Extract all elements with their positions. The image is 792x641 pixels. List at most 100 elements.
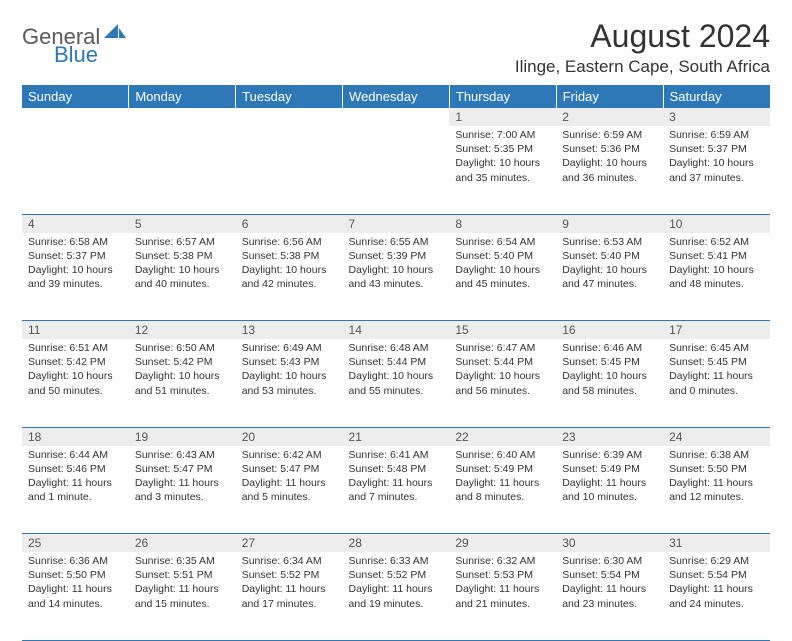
sunrise-text: Sunrise: 6:41 AM [349,448,444,462]
day-content-row: Sunrise: 6:44 AMSunset: 5:46 PMDaylight:… [22,446,770,534]
day-content-row: Sunrise: 6:36 AMSunset: 5:50 PMDaylight:… [22,552,770,640]
day-number: 24 [663,427,770,446]
sunset-text: Sunset: 5:39 PM [349,249,444,263]
month-title: August 2024 [515,18,770,55]
day-header: Wednesday [343,85,450,108]
sunset-text: Sunset: 5:42 PM [28,355,123,369]
day-cell: Sunrise: 6:42 AMSunset: 5:47 PMDaylight:… [236,446,343,534]
daylight-text: Daylight: 11 hours and 14 minutes. [28,582,123,610]
day-cell: Sunrise: 6:34 AMSunset: 5:52 PMDaylight:… [236,552,343,640]
day-cell: Sunrise: 6:51 AMSunset: 5:42 PMDaylight:… [22,339,129,427]
sunrise-text: Sunrise: 6:40 AM [455,448,550,462]
day-number: 9 [556,214,663,233]
sunrise-text: Sunrise: 6:35 AM [135,554,230,568]
day-number: 12 [129,321,236,340]
sunrise-text: Sunrise: 6:49 AM [242,341,337,355]
day-number: 28 [343,534,450,553]
sunset-text: Sunset: 5:44 PM [349,355,444,369]
day-number [343,108,450,126]
daylight-text: Daylight: 11 hours and 12 minutes. [669,476,764,504]
day-cell [129,126,236,214]
day-header: Saturday [663,85,770,108]
daylight-text: Daylight: 10 hours and 39 minutes. [28,263,123,291]
sunrise-text: Sunrise: 6:32 AM [455,554,550,568]
sunset-text: Sunset: 5:50 PM [28,568,123,582]
day-cell [22,126,129,214]
daylight-text: Daylight: 11 hours and 1 minute. [28,476,123,504]
day-number: 4 [22,214,129,233]
sunset-text: Sunset: 5:53 PM [455,568,550,582]
day-number-row: 11121314151617 [22,321,770,340]
daylight-text: Daylight: 10 hours and 37 minutes. [669,156,764,184]
day-number-row: 25262728293031 [22,534,770,553]
day-number-row: 45678910 [22,214,770,233]
day-number: 2 [556,108,663,126]
sunrise-text: Sunrise: 6:45 AM [669,341,764,355]
day-cell: Sunrise: 6:46 AMSunset: 5:45 PMDaylight:… [556,339,663,427]
day-cell: Sunrise: 6:49 AMSunset: 5:43 PMDaylight:… [236,339,343,427]
sunrise-text: Sunrise: 6:52 AM [669,235,764,249]
daylight-text: Daylight: 11 hours and 3 minutes. [135,476,230,504]
daylight-text: Daylight: 10 hours and 47 minutes. [562,263,657,291]
day-cell: Sunrise: 6:57 AMSunset: 5:38 PMDaylight:… [129,233,236,321]
daylight-text: Daylight: 10 hours and 35 minutes. [455,156,550,184]
daylight-text: Daylight: 10 hours and 45 minutes. [455,263,550,291]
sunrise-text: Sunrise: 6:29 AM [669,554,764,568]
sunset-text: Sunset: 5:48 PM [349,462,444,476]
daylight-text: Daylight: 11 hours and 10 minutes. [562,476,657,504]
day-cell: Sunrise: 6:39 AMSunset: 5:49 PMDaylight:… [556,446,663,534]
day-number: 5 [129,214,236,233]
sunset-text: Sunset: 5:37 PM [669,142,764,156]
day-number: 8 [449,214,556,233]
day-number: 20 [236,427,343,446]
day-number: 25 [22,534,129,553]
sunset-text: Sunset: 5:45 PM [669,355,764,369]
day-number: 6 [236,214,343,233]
location: Ilinge, Eastern Cape, South Africa [515,57,770,77]
daylight-text: Daylight: 11 hours and 5 minutes. [242,476,337,504]
logo-text-blue: Blue [54,42,98,68]
sunset-text: Sunset: 5:47 PM [135,462,230,476]
day-cell: Sunrise: 6:59 AMSunset: 5:37 PMDaylight:… [663,126,770,214]
day-cell: Sunrise: 6:50 AMSunset: 5:42 PMDaylight:… [129,339,236,427]
day-number: 14 [343,321,450,340]
daylight-text: Daylight: 10 hours and 50 minutes. [28,369,123,397]
sunset-text: Sunset: 5:46 PM [28,462,123,476]
day-number: 29 [449,534,556,553]
daylight-text: Daylight: 10 hours and 36 minutes. [562,156,657,184]
daylight-text: Daylight: 10 hours and 43 minutes. [349,263,444,291]
day-number: 23 [556,427,663,446]
header: General Blue August 2024 Ilinge, Eastern… [22,18,770,77]
sunrise-text: Sunrise: 6:54 AM [455,235,550,249]
day-content-row: Sunrise: 6:58 AMSunset: 5:37 PMDaylight:… [22,233,770,321]
day-cell: Sunrise: 6:41 AMSunset: 5:48 PMDaylight:… [343,446,450,534]
sunset-text: Sunset: 5:52 PM [349,568,444,582]
sunrise-text: Sunrise: 7:00 AM [455,128,550,142]
day-cell [236,126,343,214]
day-number [22,108,129,126]
sunset-text: Sunset: 5:52 PM [242,568,337,582]
day-cell: Sunrise: 6:33 AMSunset: 5:52 PMDaylight:… [343,552,450,640]
sunrise-text: Sunrise: 6:59 AM [669,128,764,142]
sunrise-text: Sunrise: 6:39 AM [562,448,657,462]
day-number: 19 [129,427,236,446]
sunset-text: Sunset: 5:54 PM [562,568,657,582]
sunset-text: Sunset: 5:49 PM [455,462,550,476]
sunrise-text: Sunrise: 6:57 AM [135,235,230,249]
day-cell: Sunrise: 7:00 AMSunset: 5:35 PMDaylight:… [449,126,556,214]
day-number: 27 [236,534,343,553]
day-number [129,108,236,126]
sunrise-text: Sunrise: 6:53 AM [562,235,657,249]
logo: General Blue [22,24,126,50]
daylight-text: Daylight: 11 hours and 7 minutes. [349,476,444,504]
sunset-text: Sunset: 5:35 PM [455,142,550,156]
day-number: 31 [663,534,770,553]
daylight-text: Daylight: 10 hours and 58 minutes. [562,369,657,397]
sunset-text: Sunset: 5:45 PM [562,355,657,369]
daylight-text: Daylight: 10 hours and 48 minutes. [669,263,764,291]
daylight-text: Daylight: 11 hours and 19 minutes. [349,582,444,610]
day-cell: Sunrise: 6:59 AMSunset: 5:36 PMDaylight:… [556,126,663,214]
day-header: Thursday [449,85,556,108]
day-cell: Sunrise: 6:29 AMSunset: 5:54 PMDaylight:… [663,552,770,640]
day-number-row: 123 [22,108,770,126]
